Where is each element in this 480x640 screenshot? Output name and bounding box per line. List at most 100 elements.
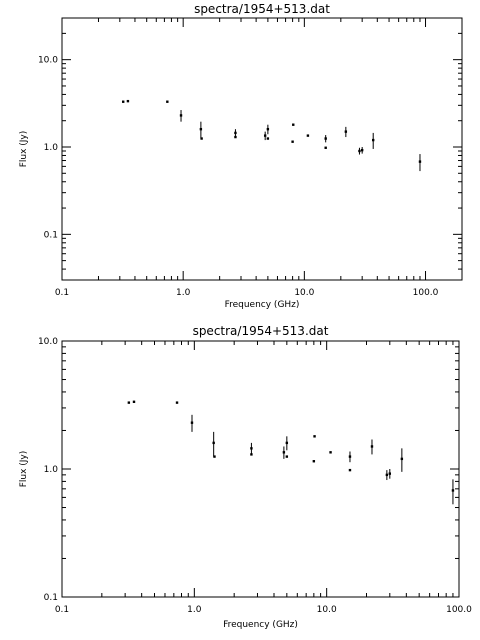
data-point [122, 100, 125, 103]
data-point [324, 146, 327, 149]
x-axis-ticks [61, 341, 460, 597]
data-point [285, 455, 289, 458]
point-marker [122, 100, 125, 103]
y-tick-label: 0.1 [44, 593, 58, 603]
y-tick-label: 0.1 [44, 230, 58, 240]
data-point [292, 123, 295, 126]
point-marker [179, 114, 183, 117]
data-point [360, 147, 364, 154]
data-point [213, 455, 216, 458]
x-tick-label: 100.0 [446, 605, 472, 615]
point-marker [360, 148, 364, 152]
point-marker [348, 468, 352, 472]
point-marker [388, 472, 392, 475]
point-marker [313, 435, 316, 438]
data-point [400, 448, 404, 472]
y-axis-label: Flux (Jy) [19, 131, 29, 168]
data-point [372, 132, 375, 149]
data-point [451, 479, 455, 505]
point-marker [370, 445, 374, 448]
data-point [388, 469, 392, 479]
point-marker [126, 99, 130, 103]
data-point [190, 414, 194, 432]
chart-title: spectra/1954+513.dat [193, 324, 329, 338]
x-tick-label: 1.0 [176, 288, 191, 298]
x-tick-label: 1.0 [187, 605, 202, 615]
data-point [234, 135, 237, 139]
point-marker [285, 441, 289, 445]
y-tick-label: 10.0 [38, 337, 58, 347]
spectrum-plot-bottom: spectra/1954+513.dat 0.1 1.0 10.0 100.0 0.1 1.… [19, 324, 472, 630]
data-series [122, 99, 422, 172]
point-marker [234, 135, 237, 139]
data-point [266, 124, 270, 135]
data-point [291, 140, 294, 143]
data-point [250, 453, 253, 456]
point-marker [212, 441, 215, 445]
point-marker [190, 421, 194, 424]
data-point [175, 401, 179, 404]
data-point [348, 451, 352, 463]
point-marker [282, 451, 286, 454]
point-marker [358, 149, 361, 153]
data-point [266, 137, 270, 140]
chart-title: spectra/1954+513.dat [194, 2, 330, 16]
data-point [212, 431, 215, 457]
data-point [312, 460, 316, 463]
data-point [324, 135, 327, 143]
point-marker [263, 134, 267, 137]
point-marker [292, 123, 295, 126]
spectrum-plot-top: spectra/1954+513.dat 0.1 1.0 10.0 100.0 0.1 1.… [19, 2, 463, 310]
data-point [385, 470, 389, 481]
data-point [127, 401, 131, 404]
point-marker [127, 401, 131, 404]
data-point [126, 99, 130, 103]
data-point [166, 100, 169, 103]
plot-frame [61, 17, 463, 281]
data-point [199, 121, 203, 139]
point-marker [344, 130, 348, 133]
point-marker [372, 138, 375, 142]
data-point [263, 131, 267, 141]
point-marker [234, 131, 237, 135]
point-marker [324, 146, 327, 149]
data-point [179, 110, 183, 122]
point-marker [348, 455, 352, 458]
data-series [127, 400, 455, 505]
data-point [306, 134, 310, 137]
point-marker [451, 489, 455, 492]
data-point [250, 442, 253, 455]
point-marker [266, 137, 270, 140]
x-axis-label: Frequency (GHz) [223, 620, 298, 630]
data-point [282, 446, 286, 459]
point-marker [132, 400, 136, 403]
y-axis-label: Flux (Jy) [19, 451, 29, 488]
plot-frame [61, 340, 460, 598]
y-tick-label: 1.0 [44, 143, 59, 153]
data-point [313, 435, 316, 438]
y-axis-ticks [62, 17, 462, 281]
x-tick-label: 100.0 [413, 288, 439, 298]
point-marker [291, 140, 294, 143]
point-marker [266, 127, 270, 131]
data-point [370, 439, 374, 455]
point-marker [250, 447, 253, 450]
data-point [285, 436, 289, 451]
point-marker [213, 455, 216, 458]
point-marker [418, 160, 422, 163]
data-point [234, 129, 237, 138]
y-tick-label: 10.0 [38, 56, 58, 66]
x-tick-label: 0.1 [55, 288, 69, 298]
x-tick-label: 0.1 [55, 605, 69, 615]
data-point [329, 451, 332, 454]
data-point [200, 137, 203, 140]
point-marker [329, 451, 332, 454]
y-tick-label: 1.0 [44, 465, 59, 475]
x-tick-label: 10.0 [294, 288, 314, 298]
x-axis-label: Frequency (GHz) [225, 300, 300, 310]
point-marker [306, 134, 310, 137]
point-marker [285, 455, 289, 458]
point-marker [250, 453, 253, 456]
x-axis-ticks [61, 18, 463, 280]
